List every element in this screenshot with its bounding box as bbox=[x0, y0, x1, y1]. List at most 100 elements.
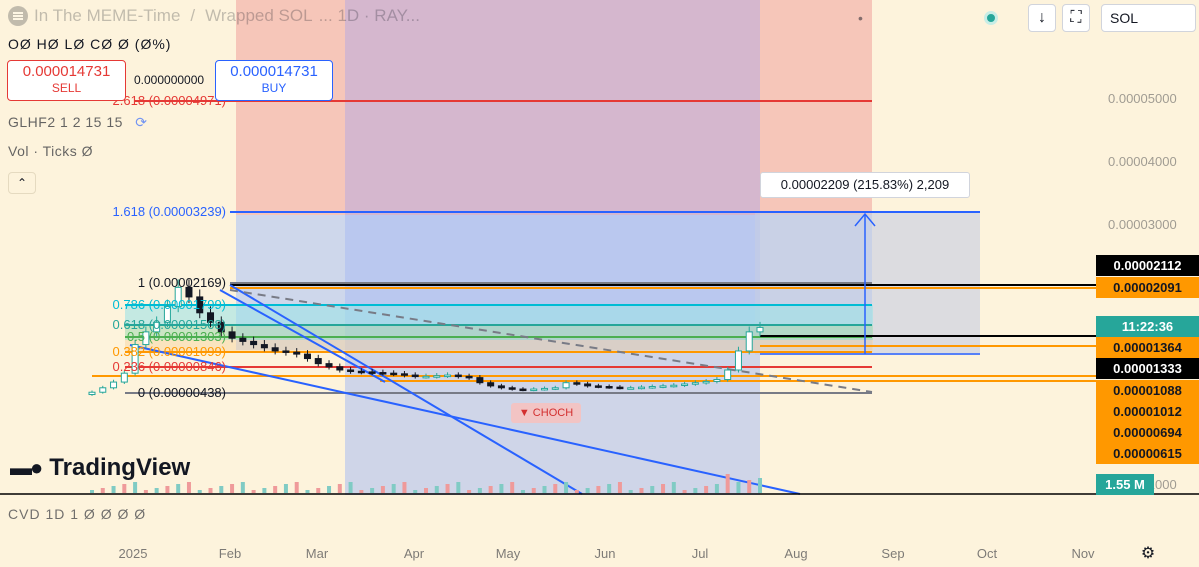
zone-purple-box bbox=[345, 0, 760, 215]
volume-indicator-legend[interactable]: Vol · Ticks Ø bbox=[8, 143, 94, 159]
title-text: In The MEME-Time bbox=[34, 6, 181, 25]
candle-body bbox=[670, 384, 678, 388]
glhf-indicator-legend[interactable]: GLHF2 1 2 15 15 ⟳ bbox=[8, 114, 148, 131]
fullscreen-button[interactable]: ⛶ bbox=[1062, 4, 1090, 32]
x-tick-label: May bbox=[496, 546, 521, 561]
candle-body bbox=[368, 371, 376, 374]
candle-body bbox=[734, 350, 742, 371]
candle-body bbox=[551, 387, 559, 390]
volume-bar bbox=[714, 484, 719, 493]
volume-bar bbox=[564, 482, 569, 493]
candle-body bbox=[648, 386, 656, 389]
more-dot-icon[interactable]: • bbox=[858, 10, 863, 26]
volume-bar bbox=[736, 482, 741, 493]
volume-bar bbox=[219, 486, 224, 493]
candle-body bbox=[379, 372, 387, 375]
candle-body bbox=[659, 385, 667, 388]
y-tick-label: 0.00003000 bbox=[1108, 217, 1177, 232]
market-status-icon[interactable] bbox=[984, 11, 998, 25]
candle-body bbox=[519, 388, 527, 392]
buy-price: 0.000014731 bbox=[230, 63, 318, 80]
glhf-label: GLHF2 1 2 15 15 bbox=[8, 114, 123, 130]
candle-body bbox=[239, 337, 247, 342]
volume-bar bbox=[337, 484, 342, 493]
volume-bar bbox=[650, 486, 655, 493]
price-axis-badge: 0.00001088 bbox=[1096, 380, 1199, 401]
candle-body bbox=[487, 382, 495, 387]
volume-bar bbox=[380, 486, 385, 493]
collapse-legend-button[interactable]: ⌃ bbox=[8, 172, 36, 194]
settings-gear-icon[interactable]: ⚙ bbox=[1140, 545, 1156, 562]
price-axis-badge: 0.00001012 bbox=[1096, 401, 1199, 422]
candle-body bbox=[691, 382, 699, 385]
x-tick-label: 2025 bbox=[119, 546, 148, 561]
volume-bar bbox=[208, 488, 213, 493]
volume-bar bbox=[477, 488, 482, 493]
volume-bar bbox=[671, 482, 676, 493]
trendline-1 bbox=[229, 284, 583, 495]
candle-body bbox=[411, 374, 419, 378]
volume-bar bbox=[176, 484, 181, 493]
fib-teal-band bbox=[125, 305, 873, 325]
volume-bar bbox=[327, 486, 332, 493]
ohlc-values: OØ HØ LØ CØ Ø (Ø%) bbox=[8, 36, 172, 52]
download-button[interactable]: ↓ bbox=[1028, 4, 1056, 32]
candle-body bbox=[508, 387, 516, 390]
fib-level-label: 2.618 (0.00004971) bbox=[113, 93, 226, 108]
fib-level-label: 0.382 (0.00001099) bbox=[113, 344, 226, 359]
x-tick-label: Jul bbox=[692, 546, 709, 561]
volume-bar bbox=[488, 486, 493, 493]
volume-bar bbox=[230, 484, 235, 493]
tradingview-text: TradingView bbox=[49, 454, 191, 481]
volume-bar bbox=[574, 490, 579, 493]
candle-body bbox=[390, 372, 398, 376]
candle-body bbox=[142, 331, 150, 346]
sell-button[interactable]: 0.000014731 SELL bbox=[7, 60, 126, 101]
candle-body bbox=[217, 321, 225, 333]
buy-button[interactable]: 0.000014731 BUY bbox=[215, 60, 333, 101]
volume-bar bbox=[747, 480, 752, 493]
candle-body bbox=[627, 387, 635, 390]
symbol-select[interactable]: SOL bbox=[1101, 4, 1196, 32]
fib-level-label: 0.5 (0.00001303) bbox=[127, 329, 226, 344]
fib-level-label: 1 (0.00002169) bbox=[138, 275, 226, 290]
volume-bar bbox=[273, 486, 278, 493]
tradingview-logo[interactable]: ▬● TradingView bbox=[10, 454, 190, 482]
measure-arrowhead bbox=[854, 212, 876, 227]
candle-body bbox=[110, 381, 118, 389]
candle-body bbox=[88, 391, 96, 396]
volume-bar bbox=[283, 484, 288, 493]
pair-text: Wrapped SOL bbox=[205, 6, 313, 25]
dashed-downtrend bbox=[229, 289, 873, 393]
price-axis-badge: 1.55 M bbox=[1096, 474, 1154, 495]
volume-bar bbox=[122, 484, 127, 493]
fullscreen-icon: ⛶ bbox=[1070, 9, 1082, 26]
volume-bar bbox=[294, 482, 299, 493]
candle-body bbox=[444, 374, 452, 378]
candle-body bbox=[174, 286, 182, 307]
fib-level-label: 1.618 (0.00003239) bbox=[113, 204, 226, 219]
volume-bar bbox=[682, 490, 687, 493]
candle-body bbox=[745, 331, 753, 352]
candle-body bbox=[594, 385, 602, 388]
volume-bar bbox=[165, 486, 170, 493]
x-tick-label: Mar bbox=[306, 546, 329, 561]
x-tick-label: Oct bbox=[977, 546, 998, 561]
candle-body bbox=[131, 344, 139, 374]
trendline-2 bbox=[129, 344, 801, 495]
candle-body bbox=[573, 382, 581, 385]
volume-bar bbox=[413, 490, 418, 493]
candle-body bbox=[293, 351, 301, 355]
volume-bar bbox=[607, 484, 612, 493]
cvd-indicator-legend[interactable]: CVD 1D 1 Ø Ø Ø Ø bbox=[8, 506, 147, 522]
price-axis-badge: 0.00000615 bbox=[1096, 443, 1199, 464]
volume-bar bbox=[499, 484, 504, 493]
candle-body bbox=[562, 382, 570, 389]
chart-title[interactable]: In The MEME-Time / Wrapped SOL ... 1D · … bbox=[8, 6, 420, 26]
candle-body bbox=[271, 347, 279, 352]
candle-body bbox=[465, 375, 473, 379]
volume-bar bbox=[596, 486, 601, 493]
sell-price: 0.000014731 bbox=[22, 63, 111, 80]
